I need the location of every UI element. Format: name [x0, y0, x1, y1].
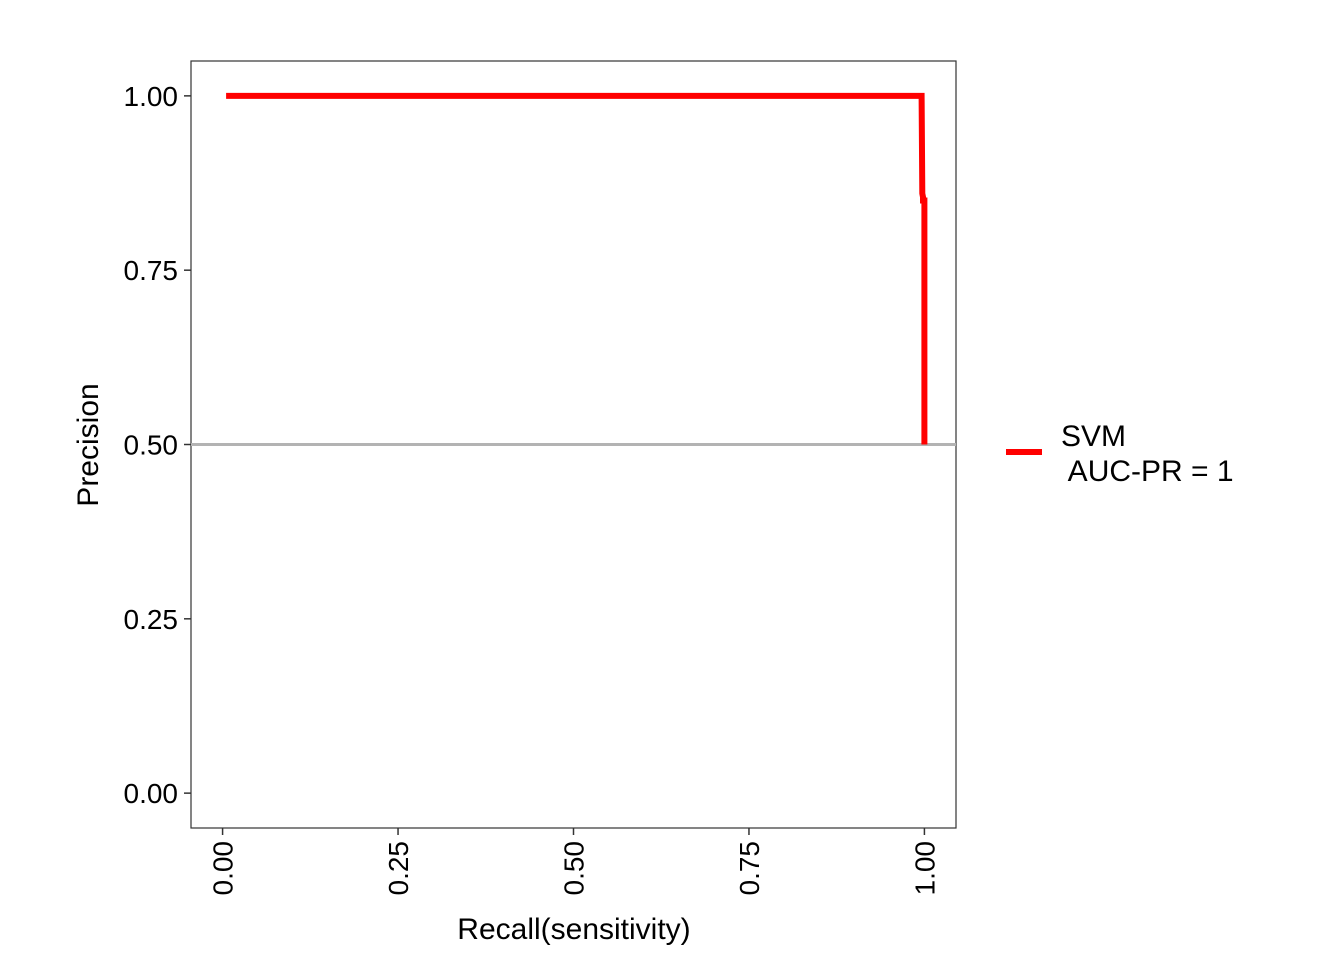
series-layer [226, 92, 928, 445]
y-tick-label: 0.75 [124, 255, 179, 286]
x-tick-label: 0.75 [734, 841, 765, 896]
x-axis: 0.00 0.25 0.50 0.75 1.00 [208, 828, 940, 896]
y-axis-label: Precision [72, 383, 105, 506]
x-axis-label: Recall(sensitivity) [457, 913, 690, 946]
y-tick-label: 0.00 [124, 778, 179, 809]
series-line-svm [226, 92, 928, 445]
x-tick-label: 1.00 [909, 841, 940, 896]
y-tick-label: 0.50 [124, 430, 179, 461]
legend-label-auc: AUC-PR = 1 [1061, 455, 1234, 488]
x-tick-label: 0.25 [383, 841, 414, 896]
y-tick-label: 1.00 [124, 81, 179, 112]
x-tick-label: 0.00 [208, 841, 239, 896]
y-tick-label: 0.25 [124, 604, 179, 635]
legend-label-svm: SVM [1061, 420, 1126, 453]
legend: SVM AUC-PR = 1 [1006, 420, 1234, 488]
x-tick-label: 0.50 [559, 841, 590, 896]
y-axis: 0.00 0.25 0.50 0.75 1.00 [124, 81, 191, 809]
